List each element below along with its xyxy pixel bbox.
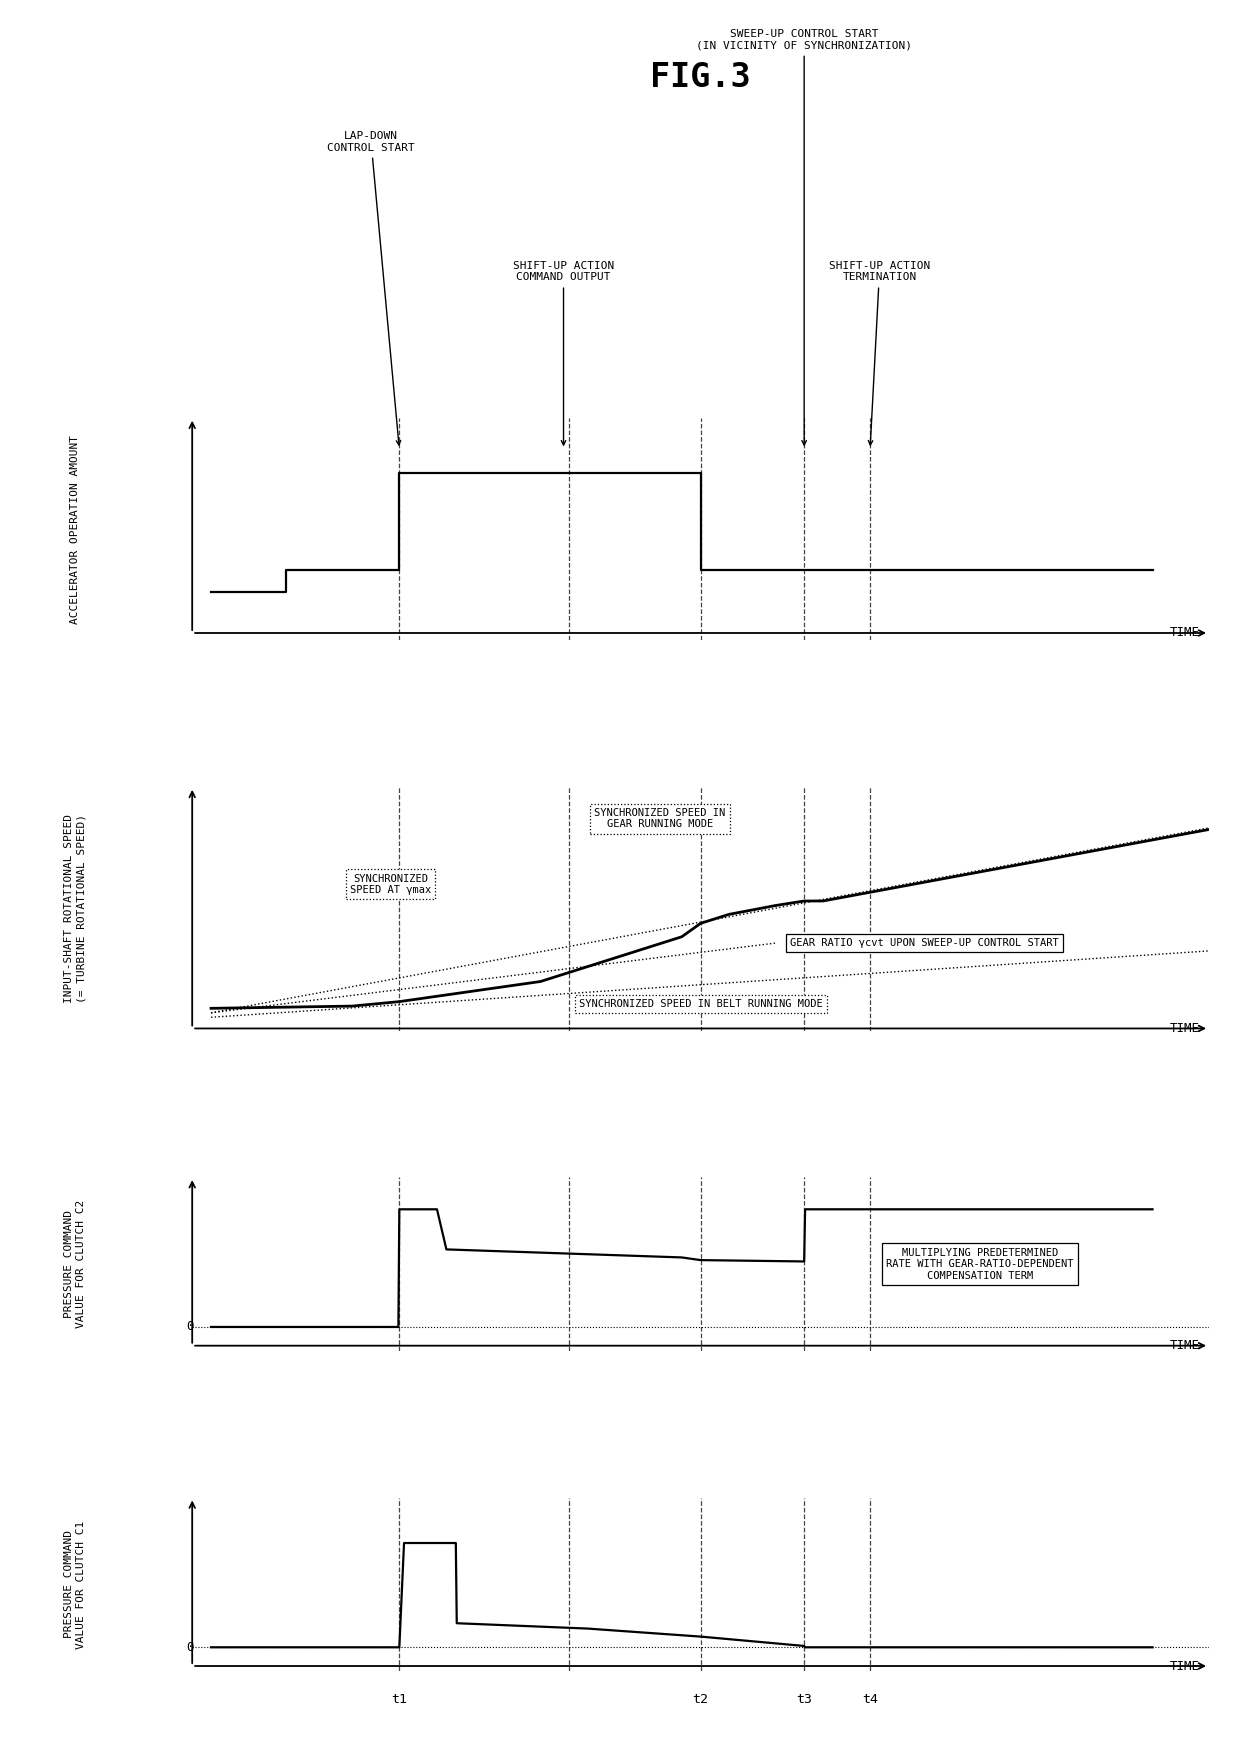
Text: t2: t2	[693, 1692, 708, 1706]
Text: SWEEP-UP CONTROL START
(IN VICINITY OF SYNCHRONIZATION): SWEEP-UP CONTROL START (IN VICINITY OF S…	[696, 30, 913, 446]
Text: GEAR RATIO γcvt UPON SWEEP-UP CONTROL START: GEAR RATIO γcvt UPON SWEEP-UP CONTROL ST…	[790, 938, 1059, 947]
Text: t1: t1	[392, 1692, 407, 1706]
Text: SYNCHRONIZED SPEED IN
GEAR RUNNING MODE: SYNCHRONIZED SPEED IN GEAR RUNNING MODE	[594, 808, 725, 829]
Text: t3: t3	[796, 1692, 812, 1706]
Text: TIME: TIME	[1169, 1659, 1199, 1673]
Text: 0: 0	[186, 1320, 195, 1334]
Text: TIME: TIME	[1169, 1339, 1199, 1353]
Text: TIME: TIME	[1169, 627, 1199, 639]
Text: SYNCHRONIZED
SPEED AT γmax: SYNCHRONIZED SPEED AT γmax	[350, 874, 432, 895]
Text: INPUT-SHAFT ROTATIONAL SPEED
(= TURBINE ROTATIONAL SPEED): INPUT-SHAFT ROTATIONAL SPEED (= TURBINE …	[64, 815, 86, 1003]
Text: t4: t4	[862, 1692, 878, 1706]
Text: 0: 0	[186, 1640, 195, 1654]
Text: MULTIPLYING PREDETERMINED
RATE WITH GEAR-RATIO-DEPENDENT
COMPENSATION TERM: MULTIPLYING PREDETERMINED RATE WITH GEAR…	[887, 1248, 1074, 1281]
Text: TIME: TIME	[1169, 1022, 1199, 1034]
Text: SHIFT-UP ACTION
TERMINATION: SHIFT-UP ACTION TERMINATION	[828, 261, 930, 446]
Text: FIG.3: FIG.3	[650, 61, 751, 94]
Text: PRESSURE COMMAND
VALUE FOR CLUTCH C2: PRESSURE COMMAND VALUE FOR CLUTCH C2	[64, 1200, 86, 1328]
Text: SYNCHRONIZED SPEED IN BELT RUNNING MODE: SYNCHRONIZED SPEED IN BELT RUNNING MODE	[579, 999, 822, 1008]
Text: ACCELERATOR OPERATION AMOUNT: ACCELERATOR OPERATION AMOUNT	[71, 435, 81, 623]
Text: SHIFT-UP ACTION
COMMAND OUTPUT: SHIFT-UP ACTION COMMAND OUTPUT	[513, 261, 614, 446]
Text: LAP-DOWN
CONTROL START: LAP-DOWN CONTROL START	[327, 131, 415, 446]
Text: PRESSURE COMMAND
VALUE FOR CLUTCH C1: PRESSURE COMMAND VALUE FOR CLUTCH C1	[64, 1520, 86, 1649]
